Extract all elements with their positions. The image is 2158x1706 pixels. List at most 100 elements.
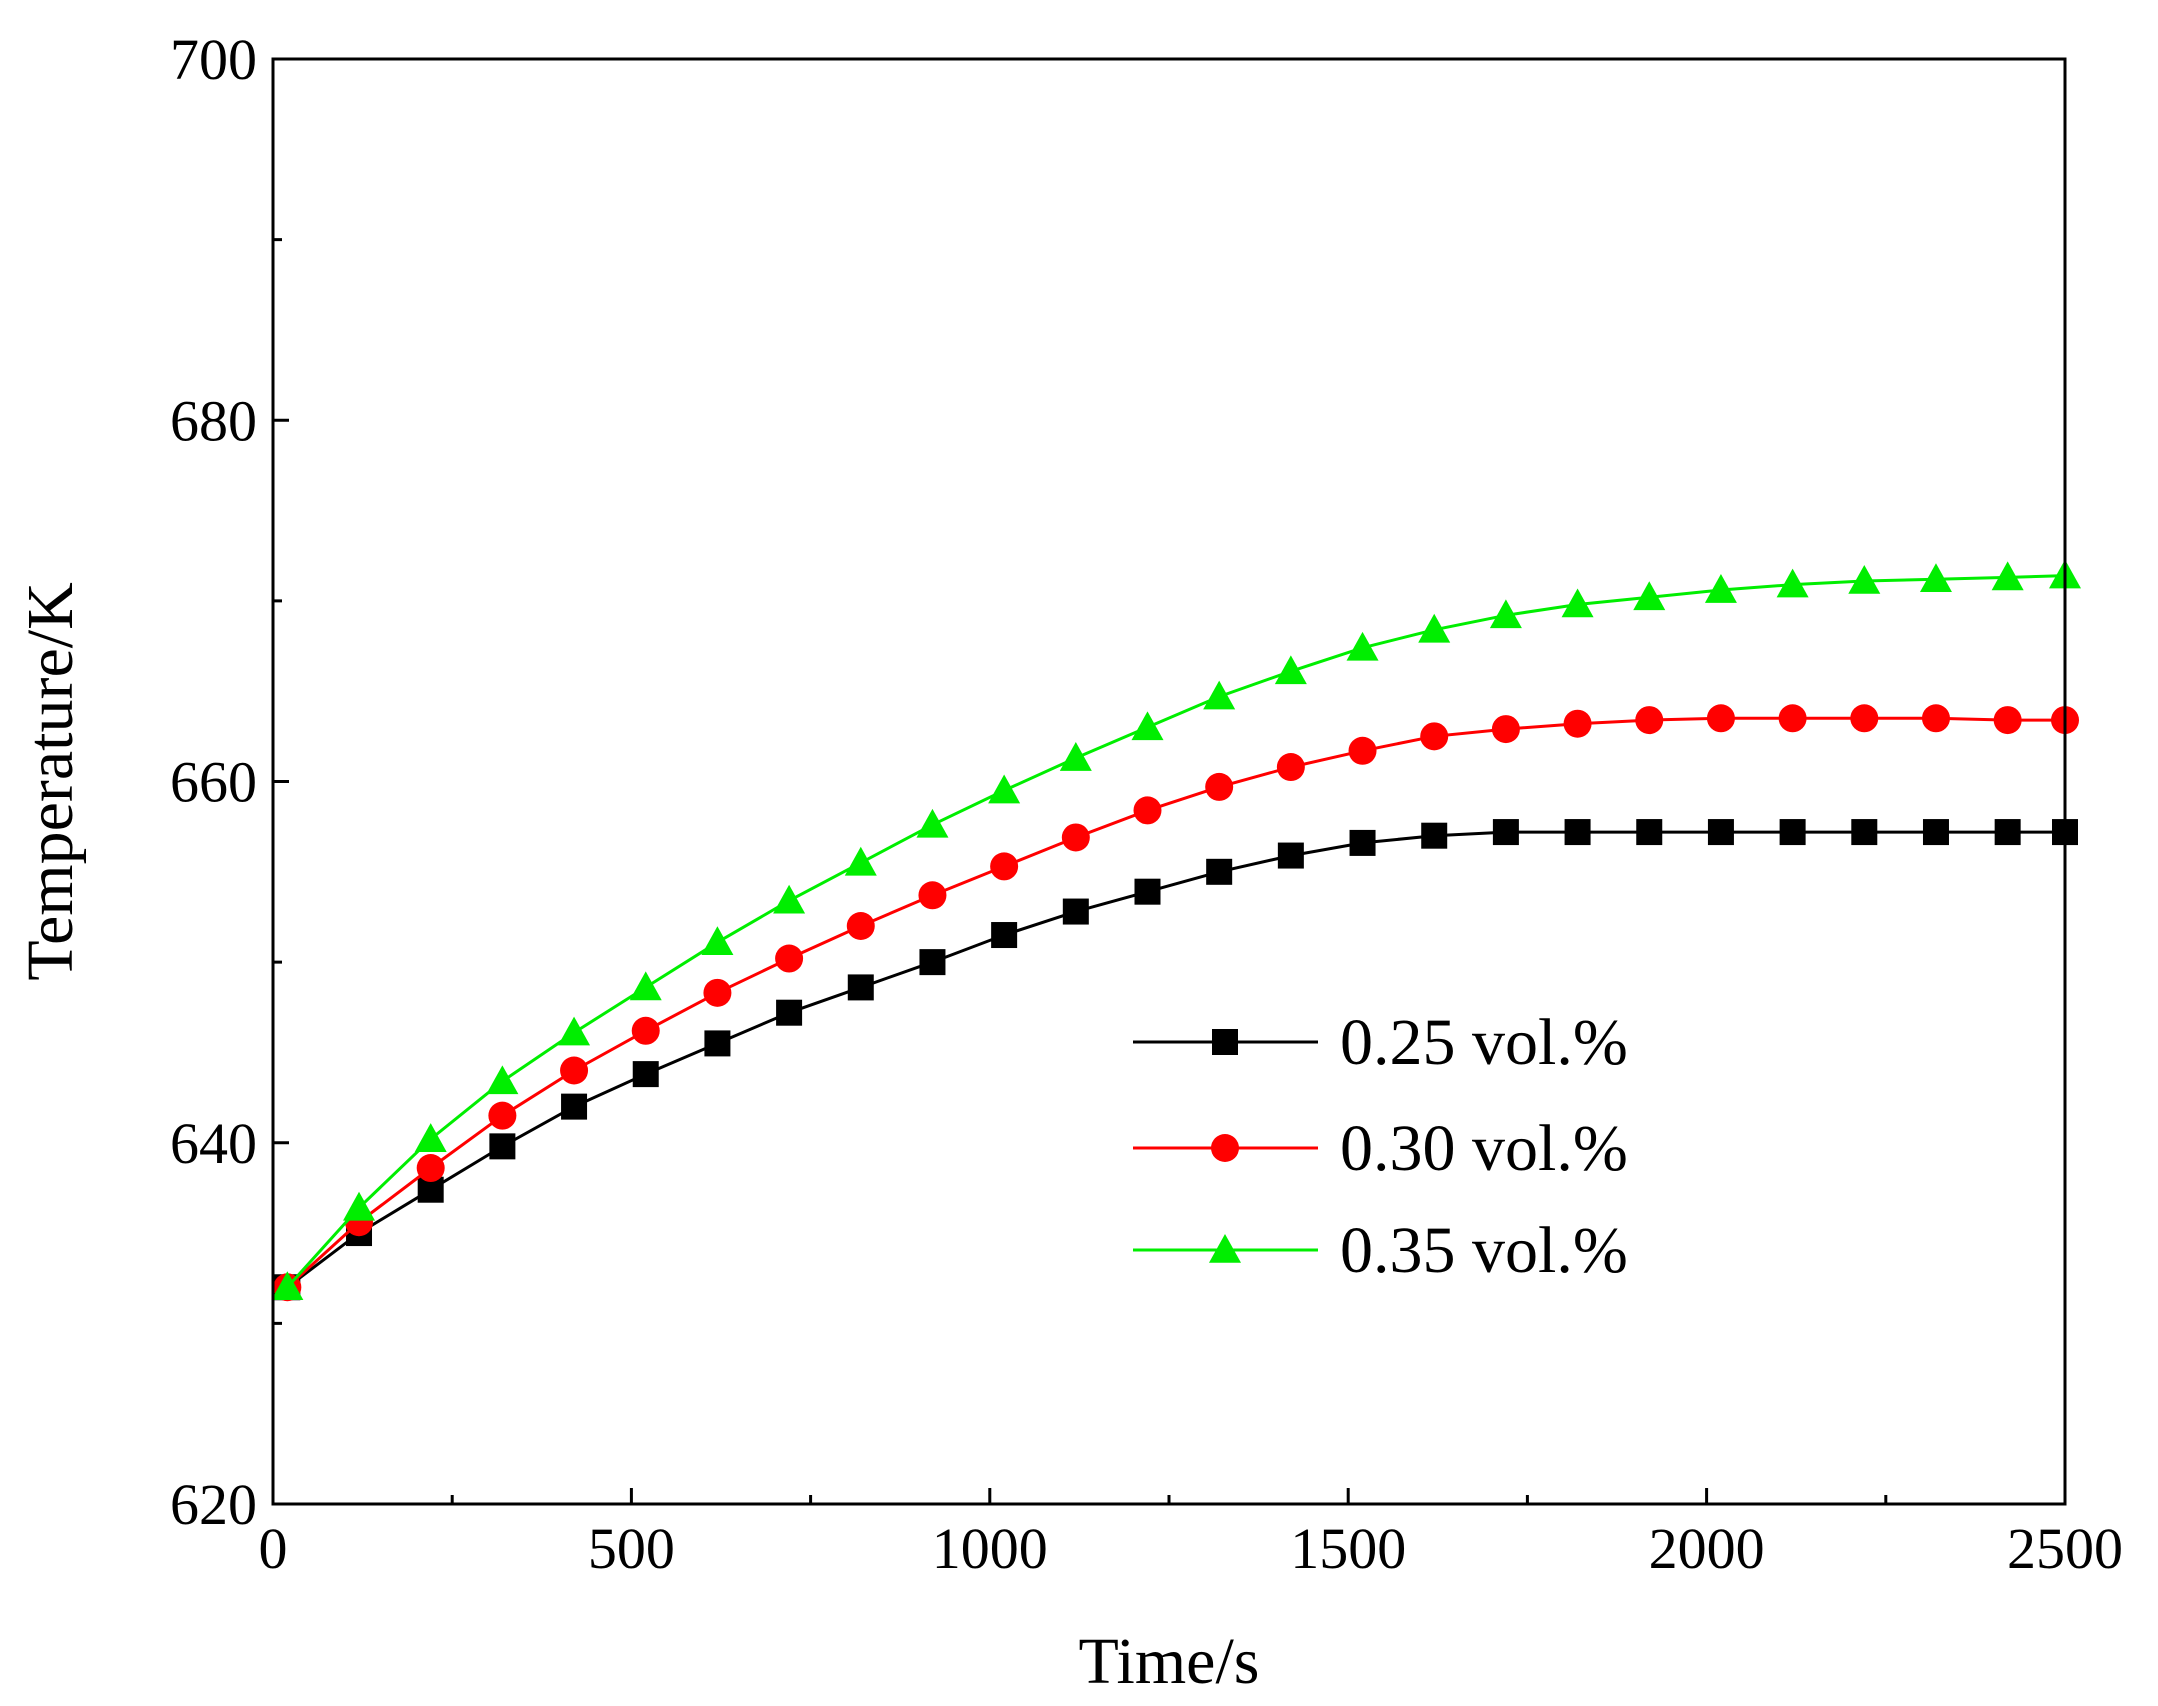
data-point: [704, 1030, 731, 1057]
y-tick-label: 640: [170, 1111, 257, 1176]
data-point: [1922, 819, 1949, 846]
plot-frame: [271, 57, 2067, 1506]
data-point: [1633, 581, 1666, 611]
data-point: [414, 1123, 447, 1152]
x-tick-label: 2500: [2007, 1516, 2123, 1581]
data-point: [1206, 858, 1233, 885]
data-point: [1993, 706, 2022, 735]
data-point: [703, 978, 732, 1007]
data-point: [1421, 822, 1448, 849]
data-point: [631, 1016, 660, 1045]
data-point: [561, 1093, 588, 1120]
data-point: [1635, 706, 1664, 735]
x-tick-label: 2000: [1649, 1516, 1765, 1581]
x-tick-label: 500: [588, 1516, 675, 1581]
data-point: [1205, 772, 1234, 801]
data-point: [775, 944, 804, 973]
data-point: [1563, 709, 1592, 738]
data-point: [632, 1061, 659, 1088]
legend-marker: [1209, 1234, 1241, 1263]
data-point: [1778, 704, 1807, 733]
data-point: [488, 1101, 517, 1130]
data-point: [919, 949, 946, 976]
data-point: [558, 1016, 591, 1046]
data-point: [489, 1133, 516, 1160]
data-point: [776, 999, 803, 1026]
series-line: [286, 574, 2066, 1289]
x-tick-label: 1500: [1290, 1516, 1406, 1581]
data-point: [701, 926, 734, 956]
data-point: [1851, 819, 1878, 846]
data-point: [1203, 680, 1236, 710]
data-point: [1420, 722, 1449, 751]
data-point: [1133, 796, 1162, 825]
legend-entry: 0.25 vol.%: [1133, 1006, 1628, 1079]
y-tick-label: 620: [170, 1472, 257, 1537]
data-point: [1059, 742, 1092, 771]
data-point: [416, 1154, 445, 1183]
legend-label: 0.35 vol.%: [1340, 1214, 1628, 1287]
data-point: [1134, 878, 1161, 905]
data-point: [1704, 574, 1737, 603]
x-tick-label: 1000: [932, 1516, 1048, 1581]
data-point: [1062, 898, 1089, 925]
legend-entry: 0.30 vol.%: [1133, 1112, 1628, 1185]
data-point: [1561, 588, 1594, 618]
data-point: [988, 774, 1021, 804]
data-point: [1492, 819, 1519, 846]
series-2: [273, 704, 2079, 1302]
data-point: [1991, 561, 2024, 591]
data-point: [1061, 823, 1090, 852]
legend-label: 0.25 vol.%: [1340, 1006, 1628, 1079]
legend-entry: 0.35 vol.%: [1133, 1214, 1628, 1287]
data-point: [1418, 613, 1451, 643]
data-point: [1274, 655, 1307, 685]
y-tick-label: 660: [170, 750, 257, 815]
data-point: [773, 884, 806, 914]
y-axis-title: Temperature/K: [14, 582, 87, 981]
data-point: [1277, 842, 1304, 869]
y-tick-label: 680: [170, 388, 257, 453]
data-point: [991, 922, 1018, 949]
data-point: [1348, 736, 1377, 765]
data-point: [1706, 704, 1735, 733]
data-point: [1848, 565, 1881, 594]
data-point: [1564, 819, 1591, 846]
data-point: [1489, 599, 1522, 629]
data-point: [560, 1056, 589, 1085]
data-point: [629, 971, 662, 1001]
series-1: [274, 819, 2078, 1301]
data-point: [1850, 704, 1879, 733]
series-3: [271, 559, 2081, 1301]
data-point: [844, 846, 877, 876]
data-point: [847, 974, 874, 1001]
legend: 0.25 vol.% 0.30 vol.% 0.35 vol.%: [1133, 1006, 1628, 1287]
data-point: [1919, 563, 1952, 592]
data-point: [1707, 819, 1734, 846]
legend-marker: [1211, 1134, 1239, 1162]
series-line: [286, 830, 2065, 1289]
data-layer: [271, 559, 2081, 1302]
data-point: [918, 881, 947, 910]
data-point: [1994, 819, 2021, 846]
data-point: [1346, 631, 1379, 661]
data-point: [1349, 829, 1376, 856]
data-point: [343, 1191, 376, 1221]
series-line: [286, 716, 2065, 1289]
data-point: [1636, 819, 1663, 846]
legend-label: 0.30 vol.%: [1340, 1112, 1628, 1185]
data-point: [1131, 711, 1164, 741]
legend-marker: [1212, 1029, 1238, 1055]
data-point: [1921, 704, 1950, 733]
data-point: [1779, 819, 1806, 846]
data-point: [1776, 568, 1809, 598]
data-point: [916, 808, 949, 838]
data-point: [846, 912, 875, 940]
data-point: [1276, 753, 1305, 782]
data-point: [990, 852, 1019, 881]
x-tick-label: 0: [259, 1516, 288, 1581]
axes-layer: 0 500 1000 1500 2000 2500 620 640 660 680 700 Time/…: [14, 27, 2123, 1698]
y-tick-label: 700: [170, 27, 257, 92]
data-point: [486, 1065, 519, 1095]
